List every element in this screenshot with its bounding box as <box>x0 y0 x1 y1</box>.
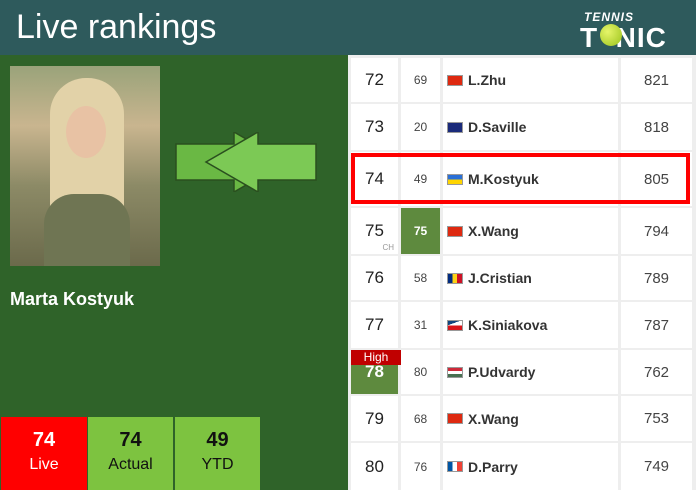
points-cell: 762 <box>621 350 692 394</box>
player-name-link[interactable]: D.Saville <box>468 119 527 135</box>
player-name-link[interactable]: X.Wang <box>468 223 519 239</box>
player-cell[interactable]: M.Kostyuk <box>443 152 618 206</box>
flag-icon <box>447 173 463 185</box>
actual-rank-box: 74 Actual <box>88 417 173 490</box>
flag-icon <box>447 366 463 378</box>
table-row[interactable]: 75 CH 75 X.Wang 794 <box>348 206 696 254</box>
points-cell: 805 <box>621 152 692 206</box>
points-cell: 787 <box>621 302 692 348</box>
rank-cell: 75 CH <box>351 208 398 254</box>
ytd-rank-box: 49 YTD <box>175 417 260 490</box>
table-row[interactable]: 72 69 L.Zhu 821 <box>348 56 696 102</box>
rank-cell: 79 <box>351 396 398 441</box>
previous-rank-cell: 68 <box>401 396 440 441</box>
previous-rank-cell: 80 <box>401 350 440 394</box>
table-row[interactable]: 76 58 J.Cristian 789 <box>348 254 696 300</box>
player-name: Marta Kostyuk <box>10 289 135 309</box>
player-cell[interactable]: D.Saville <box>443 104 618 150</box>
previous-rank-cell: 76 <box>401 443 440 490</box>
flag-icon <box>447 225 463 237</box>
points-cell: 794 <box>621 208 692 254</box>
table-row[interactable]: 73 20 D.Saville 818 <box>348 102 696 150</box>
live-rank-box: 74 Live <box>1 417 87 490</box>
points-cell: 818 <box>621 104 692 150</box>
player-cell[interactable]: J.Cristian <box>443 256 618 300</box>
previous-rank-cell: 58 <box>401 256 440 300</box>
player-cell[interactable]: X.Wang <box>443 396 618 441</box>
flag-icon <box>447 319 463 331</box>
table-row[interactable]: 80 76 D.Parry 749 <box>348 441 696 490</box>
header: Live rankings TENNIS T NIC <box>0 0 696 55</box>
table-row[interactable]: 78 High 80 P.Udvardy 762 <box>348 348 696 394</box>
player-name-link[interactable]: M.Kostyuk <box>468 171 539 187</box>
previous-rank-cell: 75 <box>401 208 440 254</box>
tennis-tonic-logo[interactable]: TENNIS T NIC <box>580 10 667 53</box>
player-photo <box>10 66 160 266</box>
player-cell[interactable]: P.Udvardy <box>443 350 618 394</box>
table-row[interactable]: 74 49 M.Kostyuk 805 <box>348 150 696 206</box>
rank-note: CH <box>382 243 394 252</box>
player-name-link[interactable]: P.Udvardy <box>468 364 536 380</box>
rank-cell: 76 <box>351 256 398 300</box>
flag-icon <box>447 461 463 472</box>
flag-icon <box>447 413 463 424</box>
points-cell: 789 <box>621 256 692 300</box>
career-high-badge: High <box>351 350 401 365</box>
player-cell[interactable]: X.Wang <box>443 208 618 254</box>
player-name-link[interactable]: K.Siniakova <box>468 317 548 333</box>
page-title: Live rankings <box>16 8 217 46</box>
flag-icon <box>447 74 463 86</box>
player-cell[interactable]: D.Parry <box>443 443 618 490</box>
points-cell: 821 <box>621 58 692 102</box>
player-name-link[interactable]: J.Cristian <box>468 270 532 286</box>
table-row[interactable]: 79 68 X.Wang 753 <box>348 394 696 441</box>
rank-cell: 72 <box>351 58 398 102</box>
previous-rank-cell: 20 <box>401 104 440 150</box>
table-row[interactable]: 77 31 K.Siniakova 787 <box>348 300 696 348</box>
rank-cell: 77 <box>351 302 398 348</box>
player-name-link[interactable]: X.Wang <box>468 410 519 427</box>
tennis-ball-icon <box>600 24 622 46</box>
rank-cell: 74 <box>351 152 398 206</box>
rank-cell: 80 <box>351 443 398 490</box>
unchanged-arrows-icon <box>175 132 317 192</box>
previous-rank-cell: 31 <box>401 302 440 348</box>
rankings-table: 72 69 L.Zhu 821 73 20 D.Saville 818 74 49 … <box>348 55 696 490</box>
player-name-link[interactable]: D.Parry <box>468 458 518 475</box>
rank-cell: 73 <box>351 104 398 150</box>
points-cell: 753 <box>621 396 692 441</box>
flag-icon <box>447 272 463 284</box>
player-cell[interactable]: L.Zhu <box>443 58 618 102</box>
previous-rank-cell: 49 <box>401 152 440 206</box>
flag-icon <box>447 121 463 133</box>
points-cell: 749 <box>621 443 692 490</box>
player-name-link[interactable]: L.Zhu <box>468 72 507 88</box>
previous-rank-cell: 69 <box>401 58 440 102</box>
player-cell[interactable]: K.Siniakova <box>443 302 618 348</box>
